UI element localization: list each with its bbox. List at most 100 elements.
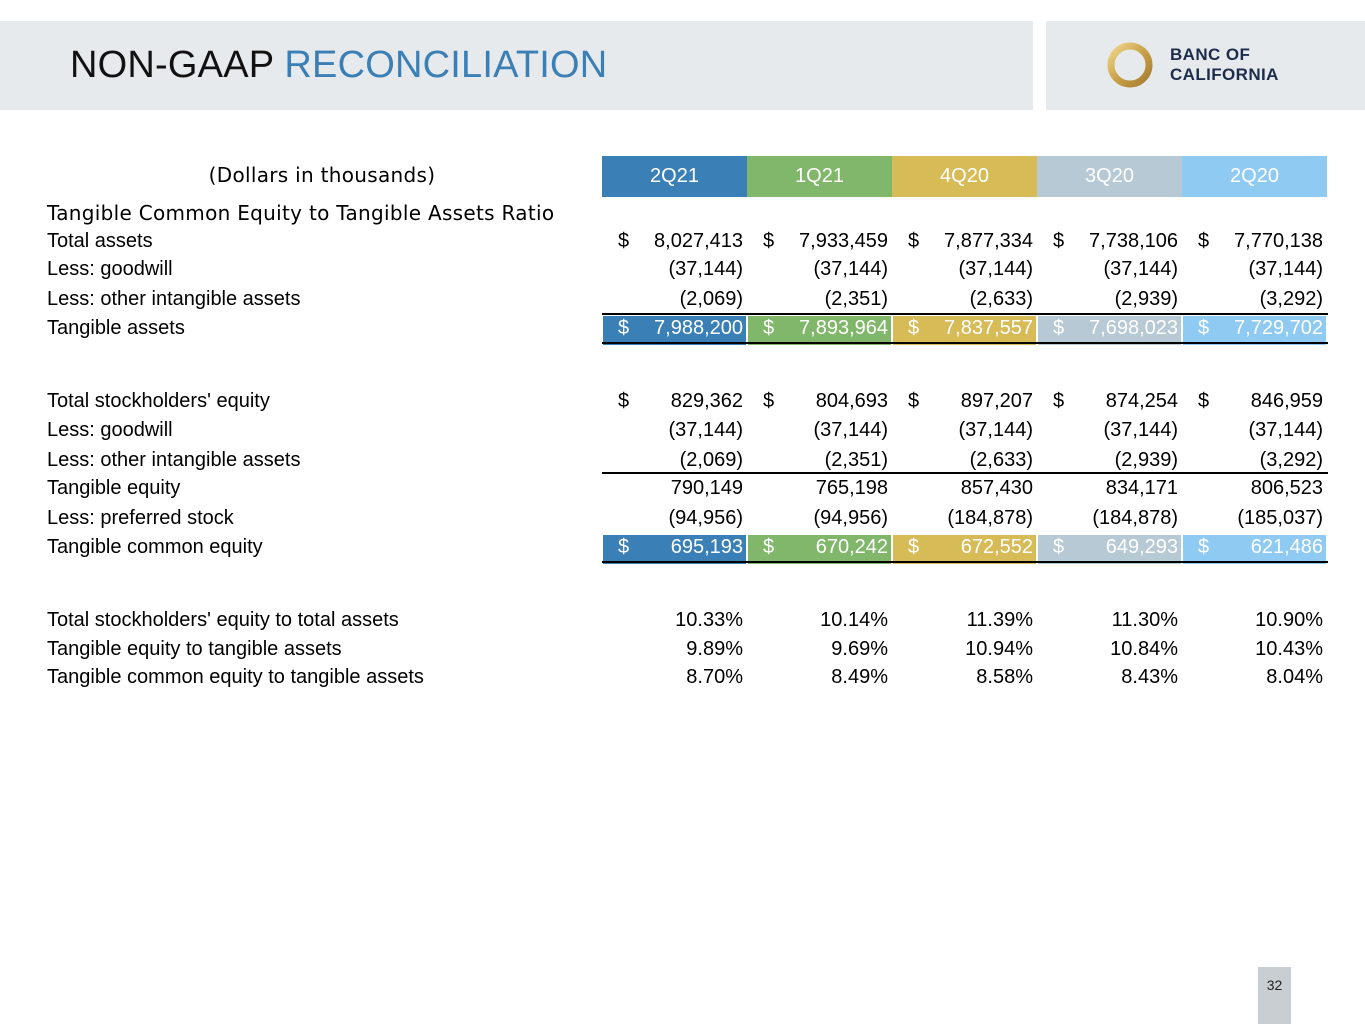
cell-value: 8.04% <box>1266 666 1323 688</box>
cell-value: 10.84% <box>1110 638 1178 660</box>
currency-symbol: $ <box>1198 230 1210 252</box>
table-rule <box>602 313 1328 315</box>
highlight-cell-bg <box>1038 316 1181 345</box>
table-cell: $804,693 <box>747 390 892 418</box>
cell-value: 670,242 <box>815 536 888 558</box>
cell-value: (37,144) <box>1103 258 1179 280</box>
currency-symbol: $ <box>908 230 920 252</box>
cell-value: (184,878) <box>1092 507 1178 529</box>
gold-ring-logo-icon <box>1107 42 1153 88</box>
table-cell: $897,207 <box>892 390 1037 418</box>
currency-symbol: $ <box>618 390 630 412</box>
cell-value: 7,893,964 <box>799 317 888 339</box>
cell-value: (2,633) <box>969 288 1033 310</box>
table-cell: (37,144) <box>747 419 892 447</box>
row-label: Less: other intangible assets <box>47 449 301 471</box>
table-cell: 9.69% <box>747 638 892 666</box>
table-cell: $621,486 <box>1182 536 1327 564</box>
table-cell: $829,362 <box>602 390 747 418</box>
table-cell: $7,837,557 <box>892 317 1037 345</box>
highlight-cell-bg <box>1038 535 1181 564</box>
table-cell: (37,144) <box>892 419 1037 447</box>
header-band <box>0 21 1033 110</box>
row-label: Less: preferred stock <box>47 507 234 529</box>
currency-symbol: $ <box>763 536 775 558</box>
page-number: 32 <box>1266 977 1283 993</box>
table-cell: $7,877,334 <box>892 230 1037 258</box>
logo-line1: BANC OF <box>1170 45 1251 64</box>
table-cell: 790,149 <box>602 477 747 505</box>
table-cell: $8,027,413 <box>602 230 747 258</box>
row-label: Tangible common equity <box>47 536 263 558</box>
table-cell: (37,144) <box>747 258 892 286</box>
cell-value: 7,738,106 <box>1089 230 1178 252</box>
table-cell: (184,878) <box>1037 507 1182 535</box>
table-cell: 857,430 <box>892 477 1037 505</box>
table-cell: 765,198 <box>747 477 892 505</box>
cell-value: 8.58% <box>976 666 1033 688</box>
table-cell: 834,171 <box>1037 477 1182 505</box>
cell-value: (2,069) <box>679 449 743 471</box>
cell-value: 10.94% <box>965 638 1033 660</box>
cell-value: 834,171 <box>1105 477 1178 499</box>
cell-value: 9.69% <box>831 638 888 660</box>
table-cell: $7,933,459 <box>747 230 892 258</box>
table-cell: (2,939) <box>1037 288 1182 316</box>
table-cell: (2,351) <box>747 449 892 477</box>
table-cell: (37,144) <box>1182 258 1327 286</box>
highlight-cell-bg <box>748 535 891 564</box>
highlight-cell-bg <box>603 316 746 345</box>
table-cell: (2,633) <box>892 288 1037 316</box>
cell-value: 8.70% <box>686 666 743 688</box>
cell-value: 9.89% <box>686 638 743 660</box>
cell-value: 11.39% <box>966 609 1033 631</box>
table-cell: 10.14% <box>747 609 892 637</box>
table-rule <box>602 561 1328 563</box>
highlight-cell-bg <box>748 316 891 345</box>
table-cell: 10.43% <box>1182 638 1327 666</box>
page-title: NON-GAAP RECONCILIATION <box>70 44 607 87</box>
table-cell: $7,698,023 <box>1037 317 1182 345</box>
page-number-tab: 32 <box>1258 967 1291 1024</box>
table-cell: (2,069) <box>602 449 747 477</box>
cell-value: (2,633) <box>969 449 1033 471</box>
table-cell: $7,893,964 <box>747 317 892 345</box>
cell-value: 846,959 <box>1250 390 1323 412</box>
cell-value: (94,956) <box>813 507 889 529</box>
cell-value: 897,207 <box>960 390 1033 412</box>
page-title-part2: RECONCILIATION <box>284 44 608 86</box>
cell-value: 7,988,200 <box>654 317 743 339</box>
table-cell: $7,729,702 <box>1182 317 1327 345</box>
cell-value: 829,362 <box>670 390 743 412</box>
table-cell: 8.43% <box>1037 666 1182 694</box>
section-title: Tangible Common Equity to Tangible Asset… <box>47 201 555 225</box>
highlight-cell-bg <box>1183 316 1326 345</box>
cell-value: 765,198 <box>815 477 888 499</box>
table-cell: (37,144) <box>602 419 747 447</box>
cell-value: (37,144) <box>813 419 889 441</box>
cell-value: 672,552 <box>960 536 1033 558</box>
currency-symbol: $ <box>908 390 920 412</box>
units-label: (Dollars in thousands) <box>208 163 436 187</box>
currency-symbol: $ <box>1198 390 1210 412</box>
logo-line2: CALIFORNIA <box>1170 65 1279 84</box>
cell-value: (3,292) <box>1259 449 1323 471</box>
cell-value: (37,144) <box>1248 419 1324 441</box>
cell-value: 621,486 <box>1250 536 1323 558</box>
cell-value: 806,523 <box>1250 477 1323 499</box>
table-cell: 10.94% <box>892 638 1037 666</box>
logo-band <box>1046 21 1365 110</box>
cell-value: 874,254 <box>1105 390 1178 412</box>
table-cell: (3,292) <box>1182 288 1327 316</box>
row-label: Less: other intangible assets <box>47 288 301 310</box>
currency-symbol: $ <box>908 317 920 339</box>
cell-value: 10.43% <box>1255 638 1323 660</box>
row-label: Less: goodwill <box>47 258 173 280</box>
table-cell: $7,738,106 <box>1037 230 1182 258</box>
table-cell: (37,144) <box>892 258 1037 286</box>
table-cell: (2,069) <box>602 288 747 316</box>
table-cell: $7,770,138 <box>1182 230 1327 258</box>
currency-symbol: $ <box>1053 390 1065 412</box>
currency-symbol: $ <box>1198 317 1210 339</box>
cell-value: 8.43% <box>1121 666 1178 688</box>
